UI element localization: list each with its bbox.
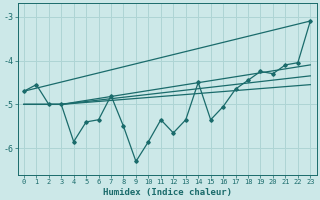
X-axis label: Humidex (Indice chaleur): Humidex (Indice chaleur): [103, 188, 232, 197]
